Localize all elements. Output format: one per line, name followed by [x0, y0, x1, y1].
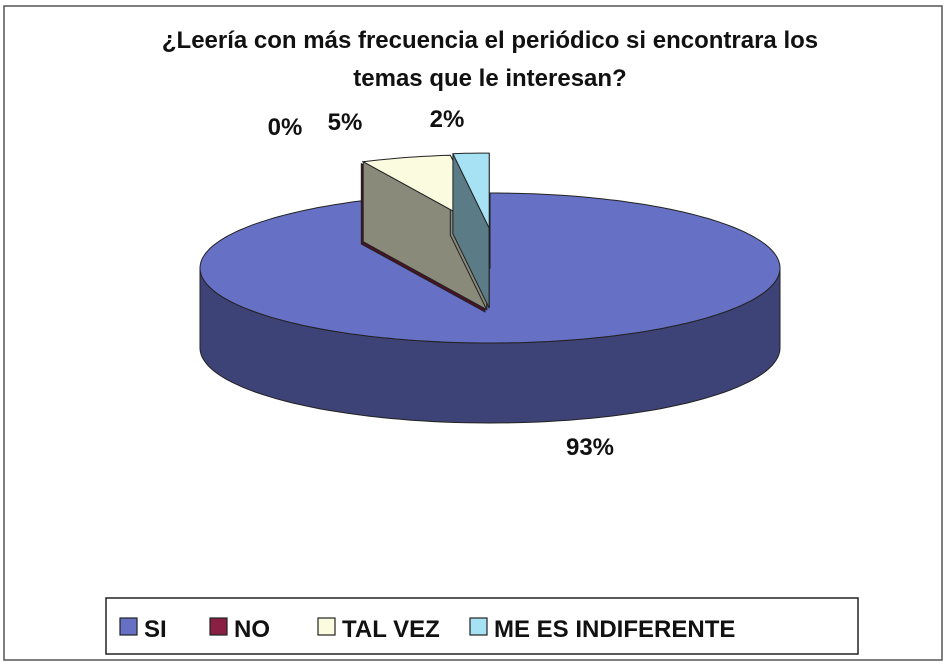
data-label: 2% — [430, 106, 465, 133]
slice — [199, 192, 781, 344]
data-label: 5% — [328, 109, 363, 136]
legend-label: ME ES INDIFERENTE — [494, 616, 735, 643]
legend-label: SI — [144, 616, 167, 643]
data-label: 93% — [566, 434, 614, 461]
legend-swatch — [469, 617, 488, 636]
pie: 93% 0% 5% 2% — [199, 106, 781, 461]
legend-label: NO — [234, 616, 270, 643]
legend-swatch — [119, 617, 138, 636]
legend-label: TAL VEZ — [342, 616, 440, 643]
data-label: 0% — [268, 114, 303, 141]
title-box: ¿Leería con más frecuencia el periódico … — [161, 27, 819, 92]
legend-swatch — [317, 617, 336, 636]
slice — [452, 152, 490, 229]
legend-swatch — [209, 617, 228, 636]
legend: SI NO TAL VEZ ME ES INDIFERENTE — [119, 616, 735, 643]
chart-title: ¿Leería con más frecuencia el periódico … — [161, 27, 819, 92]
